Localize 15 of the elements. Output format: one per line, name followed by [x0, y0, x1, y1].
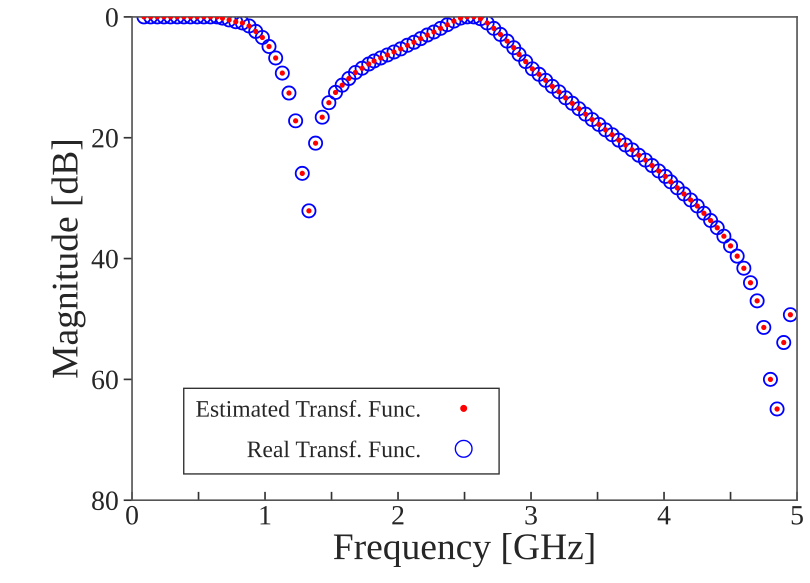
x-tick-label: 1	[260, 506, 270, 524]
y-tick-label: 80	[92, 491, 118, 510]
x-tick-label: 3	[525, 506, 537, 525]
legend-label: Estimated Transf. Func.	[196, 400, 420, 417]
x-tick-label: 2	[392, 506, 404, 524]
y-tick-label: 60	[92, 370, 118, 390]
x-tick-label: 5	[792, 506, 803, 525]
legend-label: Real Transf. Func.	[247, 440, 420, 458]
x-tick-label: 0	[126, 506, 138, 525]
y-tick-label: 40	[92, 250, 118, 268]
y-axis-title: Magnitude [dB]	[51, 141, 86, 378]
y-tick-label: 20	[92, 128, 118, 148]
x-tick-label: 4	[658, 506, 671, 524]
x-axis-title: Frequency [GHz]	[334, 533, 594, 568]
y-tick-label: 0	[106, 8, 118, 27]
